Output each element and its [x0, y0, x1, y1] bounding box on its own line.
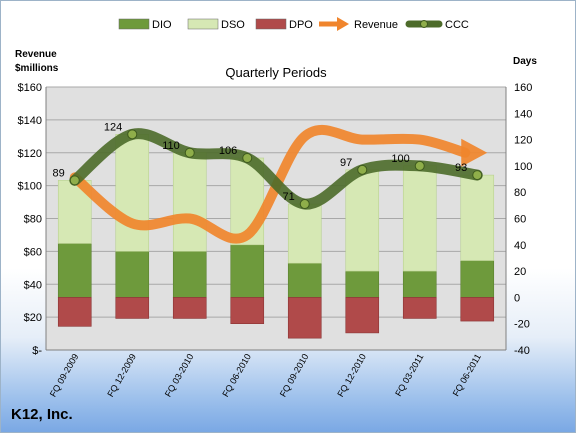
legend-label: DIO	[152, 19, 172, 31]
dpo-bar	[460, 297, 495, 322]
ccc-data-label: 93	[455, 162, 467, 174]
dso-bar	[345, 169, 380, 272]
dpo-bar	[345, 297, 380, 334]
right-tick-label: -40	[514, 345, 530, 357]
ccc-point	[127, 129, 138, 140]
right-tick-label: 160	[514, 82, 532, 94]
revenue-line	[69, 124, 471, 244]
ccc-point	[357, 164, 368, 175]
ccc-point	[414, 160, 425, 171]
left-tick-label: $20	[24, 312, 42, 324]
left-tick-label: $100	[18, 181, 42, 193]
right-tick-label: 120	[514, 135, 532, 147]
ccc-data-label: 97	[340, 157, 352, 169]
right-tick-label: 40	[514, 240, 526, 252]
legend-arrow	[337, 17, 349, 31]
dso-bar	[115, 134, 150, 252]
x-category-label: FQ 06-2010	[220, 352, 253, 399]
right-tick-label: 0	[514, 292, 520, 304]
dio-bar	[287, 262, 322, 298]
right-tick-label: 60	[514, 214, 526, 226]
x-category-label: FQ 09-2009	[48, 352, 81, 399]
ccc-point	[184, 147, 195, 158]
ccc-data-label: 124	[104, 121, 122, 133]
x-category-label: FQ 09-2010	[278, 352, 311, 399]
dso-bar	[402, 165, 437, 272]
left-axis-title: Revenue	[15, 49, 57, 60]
right-tick-label: 80	[514, 187, 526, 199]
chart-title: K12, Inc.	[11, 406, 73, 423]
dso-bar	[172, 152, 207, 252]
legend-swatch	[187, 18, 219, 30]
dso-bar	[287, 203, 322, 264]
legend-label: Revenue	[354, 19, 398, 31]
right-tick-label: -20	[514, 319, 530, 331]
right-axis-title: Days	[513, 56, 537, 67]
dpo-bar	[287, 297, 322, 339]
ccc-data-label: 89	[53, 167, 65, 179]
dio-bar	[460, 260, 495, 298]
dso-bar	[57, 180, 92, 244]
dio-bar	[172, 251, 207, 298]
left-axis-title-units: $millions	[15, 63, 59, 74]
dpo-bar	[57, 297, 92, 327]
ccc-point	[299, 199, 310, 210]
dio-bar	[57, 243, 92, 298]
ccc-point	[69, 175, 80, 186]
revenue-arrowhead	[461, 138, 488, 167]
right-tick-label: 140	[514, 108, 532, 120]
left-tick-label: $120	[18, 148, 42, 160]
ccc-data-label: 100	[391, 153, 409, 165]
dso-bar	[460, 174, 495, 261]
left-tick-label: $-	[32, 345, 42, 357]
ccc-point	[472, 170, 483, 181]
legend-label: CCC	[445, 19, 469, 31]
dpo-bar	[402, 297, 437, 319]
legend-swatch	[255, 18, 287, 30]
left-tick-label: $80	[24, 214, 42, 226]
x-category-label: FQ 12-2009	[105, 352, 138, 399]
left-tick-label: $160	[18, 82, 42, 94]
dio-bar	[402, 270, 437, 298]
right-tick-label: 100	[514, 161, 532, 173]
left-tick-label: $40	[24, 279, 42, 291]
ccc-data-label: 110	[162, 140, 180, 152]
right-tick-label: 20	[514, 266, 526, 278]
x-category-label: FQ 03-2010	[163, 352, 196, 399]
left-tick-label: $60	[24, 246, 42, 258]
legend-marker	[420, 20, 428, 28]
ccc-data-label: 71	[283, 191, 295, 203]
left-tick-label: $140	[18, 115, 42, 127]
legend-label: DPO	[289, 19, 313, 31]
ccc-point	[242, 153, 253, 164]
legend-label: DSO	[221, 19, 245, 31]
dpo-bar	[172, 297, 207, 319]
x-category-label: FQ 03-2011	[393, 352, 425, 398]
dpo-bar	[115, 297, 150, 319]
dio-bar	[230, 244, 265, 298]
ccc-data-label: 106	[219, 145, 237, 157]
legend-swatch	[118, 18, 150, 30]
dpo-bar	[230, 297, 265, 324]
chart-subtitle: Quarterly Periods	[225, 65, 327, 80]
x-category-label: FQ 12-2010	[335, 352, 368, 399]
dio-bar	[345, 270, 380, 298]
dio-bar	[115, 251, 150, 298]
x-category-label: FQ 06-2011	[451, 352, 483, 398]
